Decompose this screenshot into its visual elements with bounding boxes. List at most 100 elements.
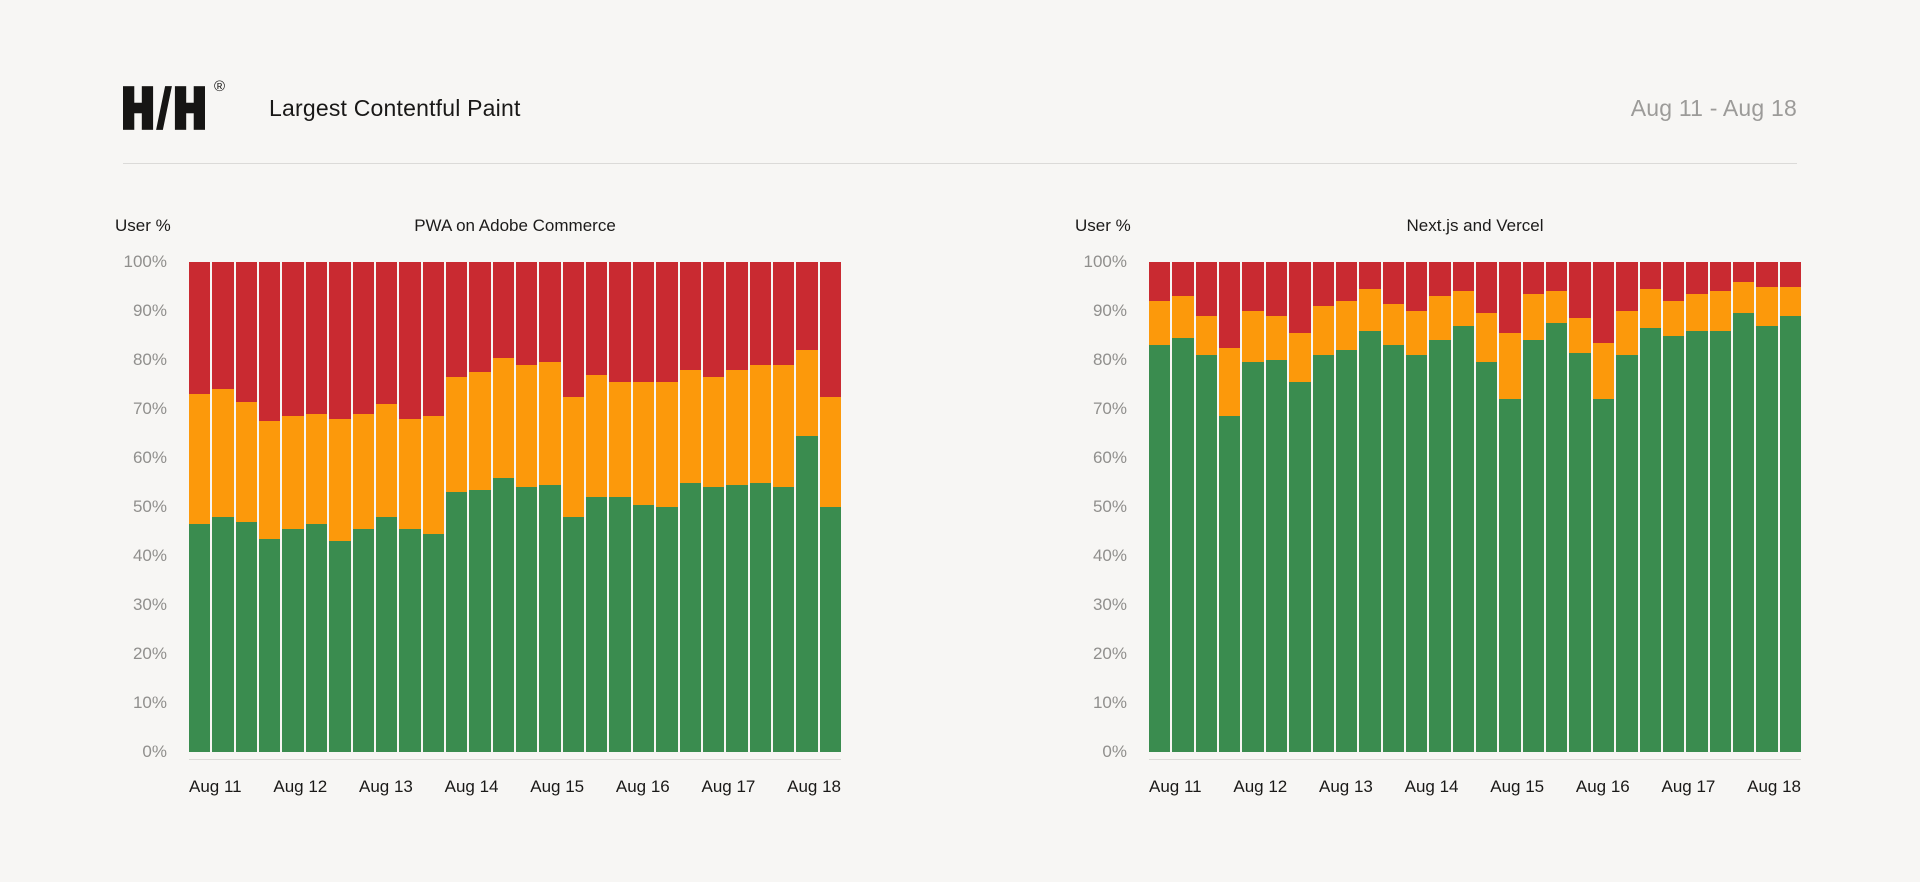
- bar-segment-green: [1382, 345, 1404, 752]
- y-tick-label: 60%: [1092, 448, 1127, 467]
- bar-segment-red: [235, 262, 258, 402]
- bar-segment-red: [702, 262, 725, 378]
- bar-segment-green: [329, 541, 351, 752]
- bar-segment-red: [1569, 262, 1591, 319]
- stacked-bar: [1195, 262, 1218, 752]
- stacked-bar: [1522, 262, 1545, 752]
- bar-segment-orange: [399, 418, 421, 530]
- stacked-bar: [749, 262, 771, 752]
- bar-segment-green: [1265, 360, 1288, 752]
- bar-segment-green: [609, 497, 631, 752]
- bar-segment-orange: [445, 377, 468, 493]
- stacked-bar: [516, 262, 538, 752]
- bar-segment-green: [1639, 328, 1661, 752]
- chart-pwa-adobe-commerce: User % PWA on Adobe Commerce 100% 90% 80% 7…: [100, 200, 860, 797]
- y-tick-label: 80%: [132, 350, 167, 369]
- stacked-bar: [1476, 262, 1498, 752]
- bar-segment-red: [679, 262, 701, 370]
- bar-segment-green: [516, 487, 538, 752]
- bar-segment-green: [1592, 399, 1615, 752]
- stacked-bar: [352, 262, 374, 752]
- bar-segment-red: [212, 262, 234, 390]
- bar-segment-red: [609, 262, 631, 383]
- bar-segment-red: [1359, 262, 1381, 289]
- chart-title: Next.js and Vercel: [1406, 216, 1544, 235]
- stacked-bar: [212, 262, 234, 752]
- bar-segment-red: [492, 262, 515, 358]
- bar-segment-red: [656, 262, 678, 383]
- bar-segment-orange: [702, 377, 725, 488]
- bar-segment-green: [656, 507, 678, 752]
- bar-segment-orange: [189, 394, 211, 525]
- bar-segment-orange: [469, 372, 491, 490]
- stacked-bar: [492, 262, 515, 752]
- bar-segment-orange: [1639, 288, 1661, 329]
- stacked-bar: [375, 262, 398, 752]
- bar-segment-green: [1172, 337, 1194, 752]
- header-divider: [123, 163, 1797, 164]
- bar-segment-red: [1616, 262, 1638, 312]
- stacked-bar: [399, 262, 421, 752]
- bar-segment-orange: [1616, 311, 1638, 356]
- bar-segment-orange: [1359, 288, 1381, 331]
- y-tick-label: 40%: [1092, 546, 1127, 565]
- bar-segment-orange: [329, 418, 351, 542]
- x-tick-label: Aug 12: [273, 777, 328, 796]
- y-tick-label: 40%: [132, 546, 167, 565]
- bar-segment-red: [1195, 262, 1218, 316]
- bar-segment-green: [445, 492, 468, 752]
- bar-segment-green: [679, 482, 701, 752]
- bar-segment-red: [726, 262, 748, 370]
- stacked-bar: [445, 262, 468, 752]
- bar-segment-orange: [1592, 342, 1615, 400]
- bar-segment-green: [375, 516, 398, 752]
- stacked-bar: [1149, 262, 1171, 752]
- stacked-bar: [1429, 262, 1451, 752]
- y-tick-label: 100%: [1083, 252, 1127, 271]
- bar-segment-green: [235, 521, 258, 752]
- chart-title: PWA on Adobe Commerce: [414, 216, 616, 235]
- bar-segment-red: [749, 262, 771, 365]
- bar-segment-orange: [1242, 311, 1264, 363]
- bar-segment-red: [1405, 262, 1428, 312]
- bar-segment-red: [469, 262, 491, 373]
- bar-segment-green: [1405, 355, 1428, 752]
- y-tick-label: 70%: [132, 399, 167, 418]
- x-tick-label: Aug 16: [615, 777, 670, 796]
- date-range: Aug 11 - Aug 18: [1630, 94, 1797, 121]
- bar-segment-green: [1779, 315, 1802, 752]
- stacked-bar: [1709, 262, 1731, 752]
- bar-segment-red: [1335, 262, 1358, 302]
- stacked-bar: [679, 262, 701, 752]
- stacked-bar: [189, 262, 211, 752]
- stacked-bar: [1289, 262, 1311, 752]
- page-title: Largest Contentful Paint: [269, 94, 521, 121]
- bar-segment-orange: [1219, 347, 1241, 417]
- bar-segment-orange: [679, 369, 701, 483]
- bar-segment-orange: [1662, 301, 1685, 336]
- bar-segment-green: [539, 484, 561, 752]
- y-tick-label: 50%: [1092, 497, 1127, 516]
- x-axis-labels: Aug 11 Aug 12 Aug 13 Aug 14 Aug 15 Aug 16 Aug …: [189, 776, 841, 797]
- stacked-bar: [539, 262, 561, 752]
- stacked-bar: [1219, 262, 1241, 752]
- bar-segment-green: [1732, 313, 1755, 752]
- y-tick-label: 60%: [132, 448, 167, 467]
- bar-segment-orange: [726, 369, 748, 485]
- hh-logo-mark: [123, 86, 205, 130]
- stacked-bar: [656, 262, 678, 752]
- bar-segment-orange: [1312, 306, 1334, 356]
- bar-segment-green: [562, 516, 585, 752]
- bar-segment-green: [1686, 330, 1708, 752]
- bar-segment-red: [1592, 262, 1615, 343]
- stacked-bar: [1592, 262, 1615, 752]
- bar-segment-green: [1662, 335, 1685, 752]
- x-tick-label: Aug 12: [1233, 777, 1288, 796]
- stacked-bar: [609, 262, 631, 752]
- chart-head: User % PWA on Adobe Commerce: [100, 200, 860, 262]
- chart-nextjs-vercel: User % Next.js and Vercel 100% 90% 80% 70% 6…: [1060, 200, 1820, 797]
- bar-segment-orange: [796, 350, 818, 436]
- bar-segment-green: [586, 497, 608, 752]
- bar-segment-green: [352, 529, 374, 752]
- bar-segment-orange: [1686, 293, 1708, 331]
